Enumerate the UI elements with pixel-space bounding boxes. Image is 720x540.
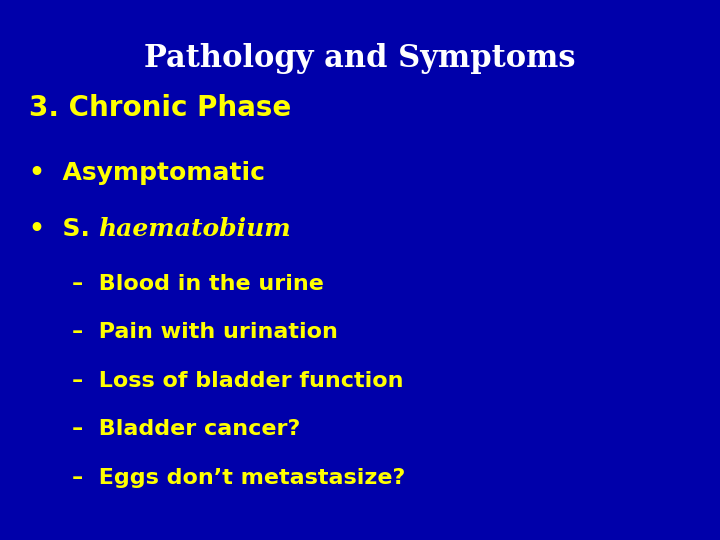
Text: –  Blood in the urine: – Blood in the urine [72,273,324,294]
Text: haematobium: haematobium [99,218,291,241]
Text: –  Loss of bladder function: – Loss of bladder function [72,370,403,391]
Text: –  Pain with urination: – Pain with urination [72,322,338,342]
Text: Pathology and Symptoms: Pathology and Symptoms [144,43,576,74]
Text: 3. Chronic Phase: 3. Chronic Phase [29,94,291,122]
Text: –  Eggs don’t metastasize?: – Eggs don’t metastasize? [72,468,405,488]
Text: •  Asymptomatic: • Asymptomatic [29,161,265,185]
Text: •  S.: • S. [29,218,99,241]
Text: –  Bladder cancer?: – Bladder cancer? [72,419,300,440]
